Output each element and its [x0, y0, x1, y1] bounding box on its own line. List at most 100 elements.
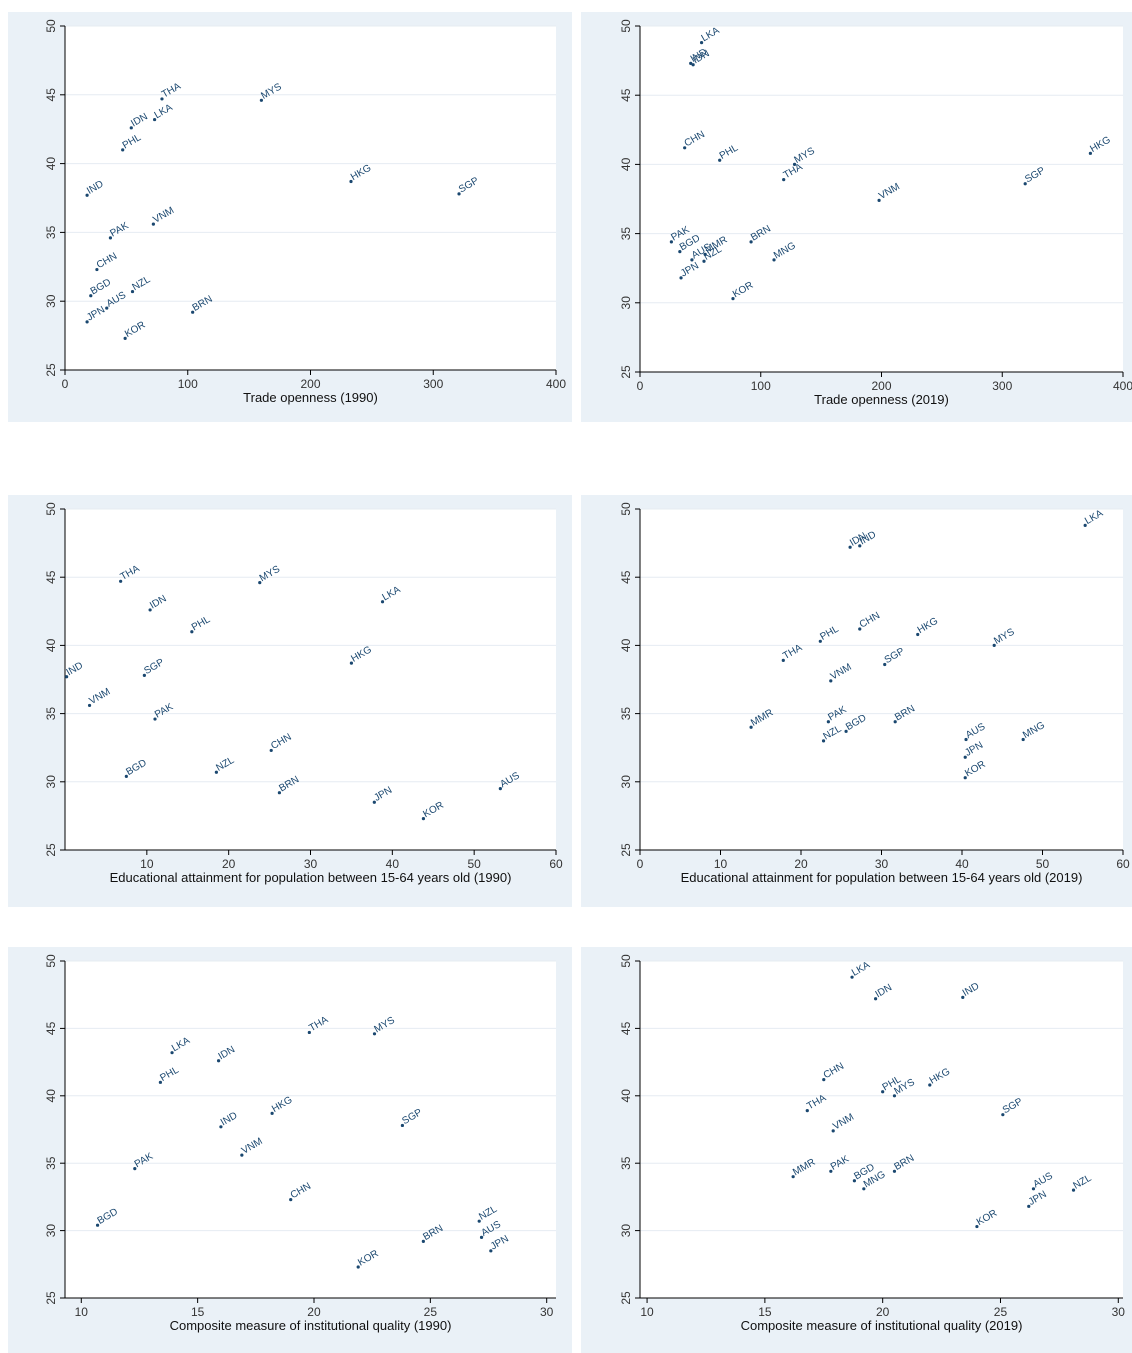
data-point-hkg [349, 179, 353, 184]
data-point-sgp [1001, 1113, 1005, 1117]
data-point-chn [289, 1197, 293, 1202]
y-tick-label: 30 [619, 775, 633, 789]
panel-institutions-1990: 25 30 35 40 45 50 10 15 20 25 30 Composite measure … [8, 947, 572, 1353]
panel-trade-1990: 25 30 35 40 45 50 0 100 200 300 400 Trade openness … [8, 12, 572, 422]
y-tick-label: 45 [619, 1021, 633, 1035]
data-point-mmr [703, 252, 707, 256]
data-point-ind [858, 544, 862, 548]
x-tick-label: 10 [714, 857, 728, 871]
y-tick-label: 35 [619, 707, 633, 721]
data-point-mys [372, 1032, 377, 1036]
data-point-lka [699, 41, 704, 45]
data-point-bgd [124, 774, 128, 778]
data-point-phl [818, 639, 822, 643]
data-point-bgd [95, 1223, 100, 1227]
y-tick-label: 45 [44, 570, 58, 584]
scatter-plot: 25 30 35 40 45 50 10 15 20 25 30 Composite measure … [619, 954, 1126, 1333]
data-point-jpn [372, 800, 376, 804]
data-point-mys [892, 1094, 897, 1098]
x-tick-label: 10 [140, 857, 154, 871]
plot-area [640, 961, 1123, 1298]
data-point-pak [829, 1169, 833, 1173]
data-point-kor [123, 336, 127, 340]
data-point-ind [219, 1125, 223, 1129]
x-axis-title: Trade openness (2019) [814, 392, 949, 407]
y-tick-label: 40 [44, 1089, 58, 1103]
x-tick-label: 0 [62, 377, 69, 391]
plot-area [65, 26, 556, 370]
data-point-pak [108, 236, 113, 240]
x-tick-label: 0 [637, 857, 644, 871]
x-tick-label: 15 [758, 1305, 772, 1319]
y-tick-label: 40 [44, 157, 58, 171]
y-tick-label: 50 [44, 502, 58, 516]
data-point-ind [961, 995, 965, 999]
x-axis-title: Trade openness (1990) [243, 390, 378, 405]
data-point-jpn [1027, 1204, 1031, 1208]
data-point-ind [85, 193, 89, 197]
data-point-nzl [1071, 1188, 1076, 1192]
data-point-idn [848, 545, 852, 549]
data-point-nzl [130, 289, 135, 294]
y-tick-label: 35 [619, 1156, 633, 1170]
y-tick-label: 35 [44, 707, 58, 721]
x-tick-label: 200 [871, 379, 891, 393]
data-point-vnm [240, 1153, 244, 1157]
x-tick-label: 20 [307, 1305, 321, 1319]
data-point-idn [216, 1059, 221, 1063]
x-tick-label: 30 [1112, 1305, 1126, 1319]
data-point-mmr [749, 725, 753, 729]
data-point-sgp [457, 192, 461, 196]
y-tick-label: 45 [619, 88, 633, 102]
data-point-chn [683, 146, 687, 150]
data-point-hkg [270, 1111, 274, 1115]
data-point-brn [191, 310, 195, 314]
x-tick-label: 25 [994, 1305, 1008, 1319]
data-point-vnm [831, 1129, 835, 1133]
data-point-bgd [89, 294, 93, 298]
data-point-phl [881, 1090, 885, 1094]
data-point-aus [1031, 1187, 1036, 1191]
data-point-tha [805, 1109, 809, 1113]
y-tick-label: 40 [44, 638, 58, 652]
y-tick-label: 40 [619, 157, 633, 171]
data-point-jpn [489, 1249, 493, 1253]
data-point-ind [689, 61, 693, 65]
scatter-plot: 25 30 35 40 45 50 0 100 200 300 400 Trade openness … [44, 19, 566, 405]
data-point-mng [862, 1187, 866, 1191]
x-tick-label: 300 [423, 377, 443, 391]
x-axis-title: Educational attainment for population be… [681, 870, 1083, 885]
y-tick-label: 35 [619, 227, 633, 241]
y-tick-label: 30 [44, 775, 58, 789]
data-point-sgp [1023, 182, 1027, 186]
x-tick-label: 30 [875, 857, 889, 871]
x-axis-title: Composite measure of institutional quali… [170, 1318, 452, 1333]
data-point-hkg [1088, 151, 1092, 155]
scatter-plot: 25 30 35 40 45 50 10 20 30 40 50 60 Educational atta… [44, 502, 563, 885]
data-point-brn [421, 1239, 425, 1243]
x-tick-label: 15 [191, 1305, 205, 1319]
data-point-lka [850, 975, 854, 979]
data-point-aus [690, 258, 694, 262]
x-tick-label: 10 [640, 1305, 654, 1319]
data-point-vnm [87, 703, 92, 708]
data-point-idn [129, 126, 133, 130]
plot-area [65, 509, 556, 850]
data-point-phl [190, 630, 194, 634]
data-point-brn [749, 240, 753, 244]
data-point-kor [356, 1265, 360, 1269]
data-point-ind [65, 675, 69, 679]
data-point-brn [277, 791, 282, 795]
data-point-pak [133, 1166, 137, 1171]
data-point-mng [772, 258, 776, 262]
data-point-mys [992, 643, 996, 647]
data-point-hkg [349, 661, 354, 665]
data-point-mys [792, 162, 797, 166]
y-tick-label: 25 [44, 843, 58, 857]
x-tick-label: 20 [794, 857, 808, 871]
y-tick-label: 45 [44, 1021, 58, 1035]
data-point-idn [148, 608, 152, 612]
y-tick-label: 50 [44, 19, 58, 33]
data-point-bgd [852, 1179, 857, 1183]
data-point-tha [307, 1030, 311, 1035]
